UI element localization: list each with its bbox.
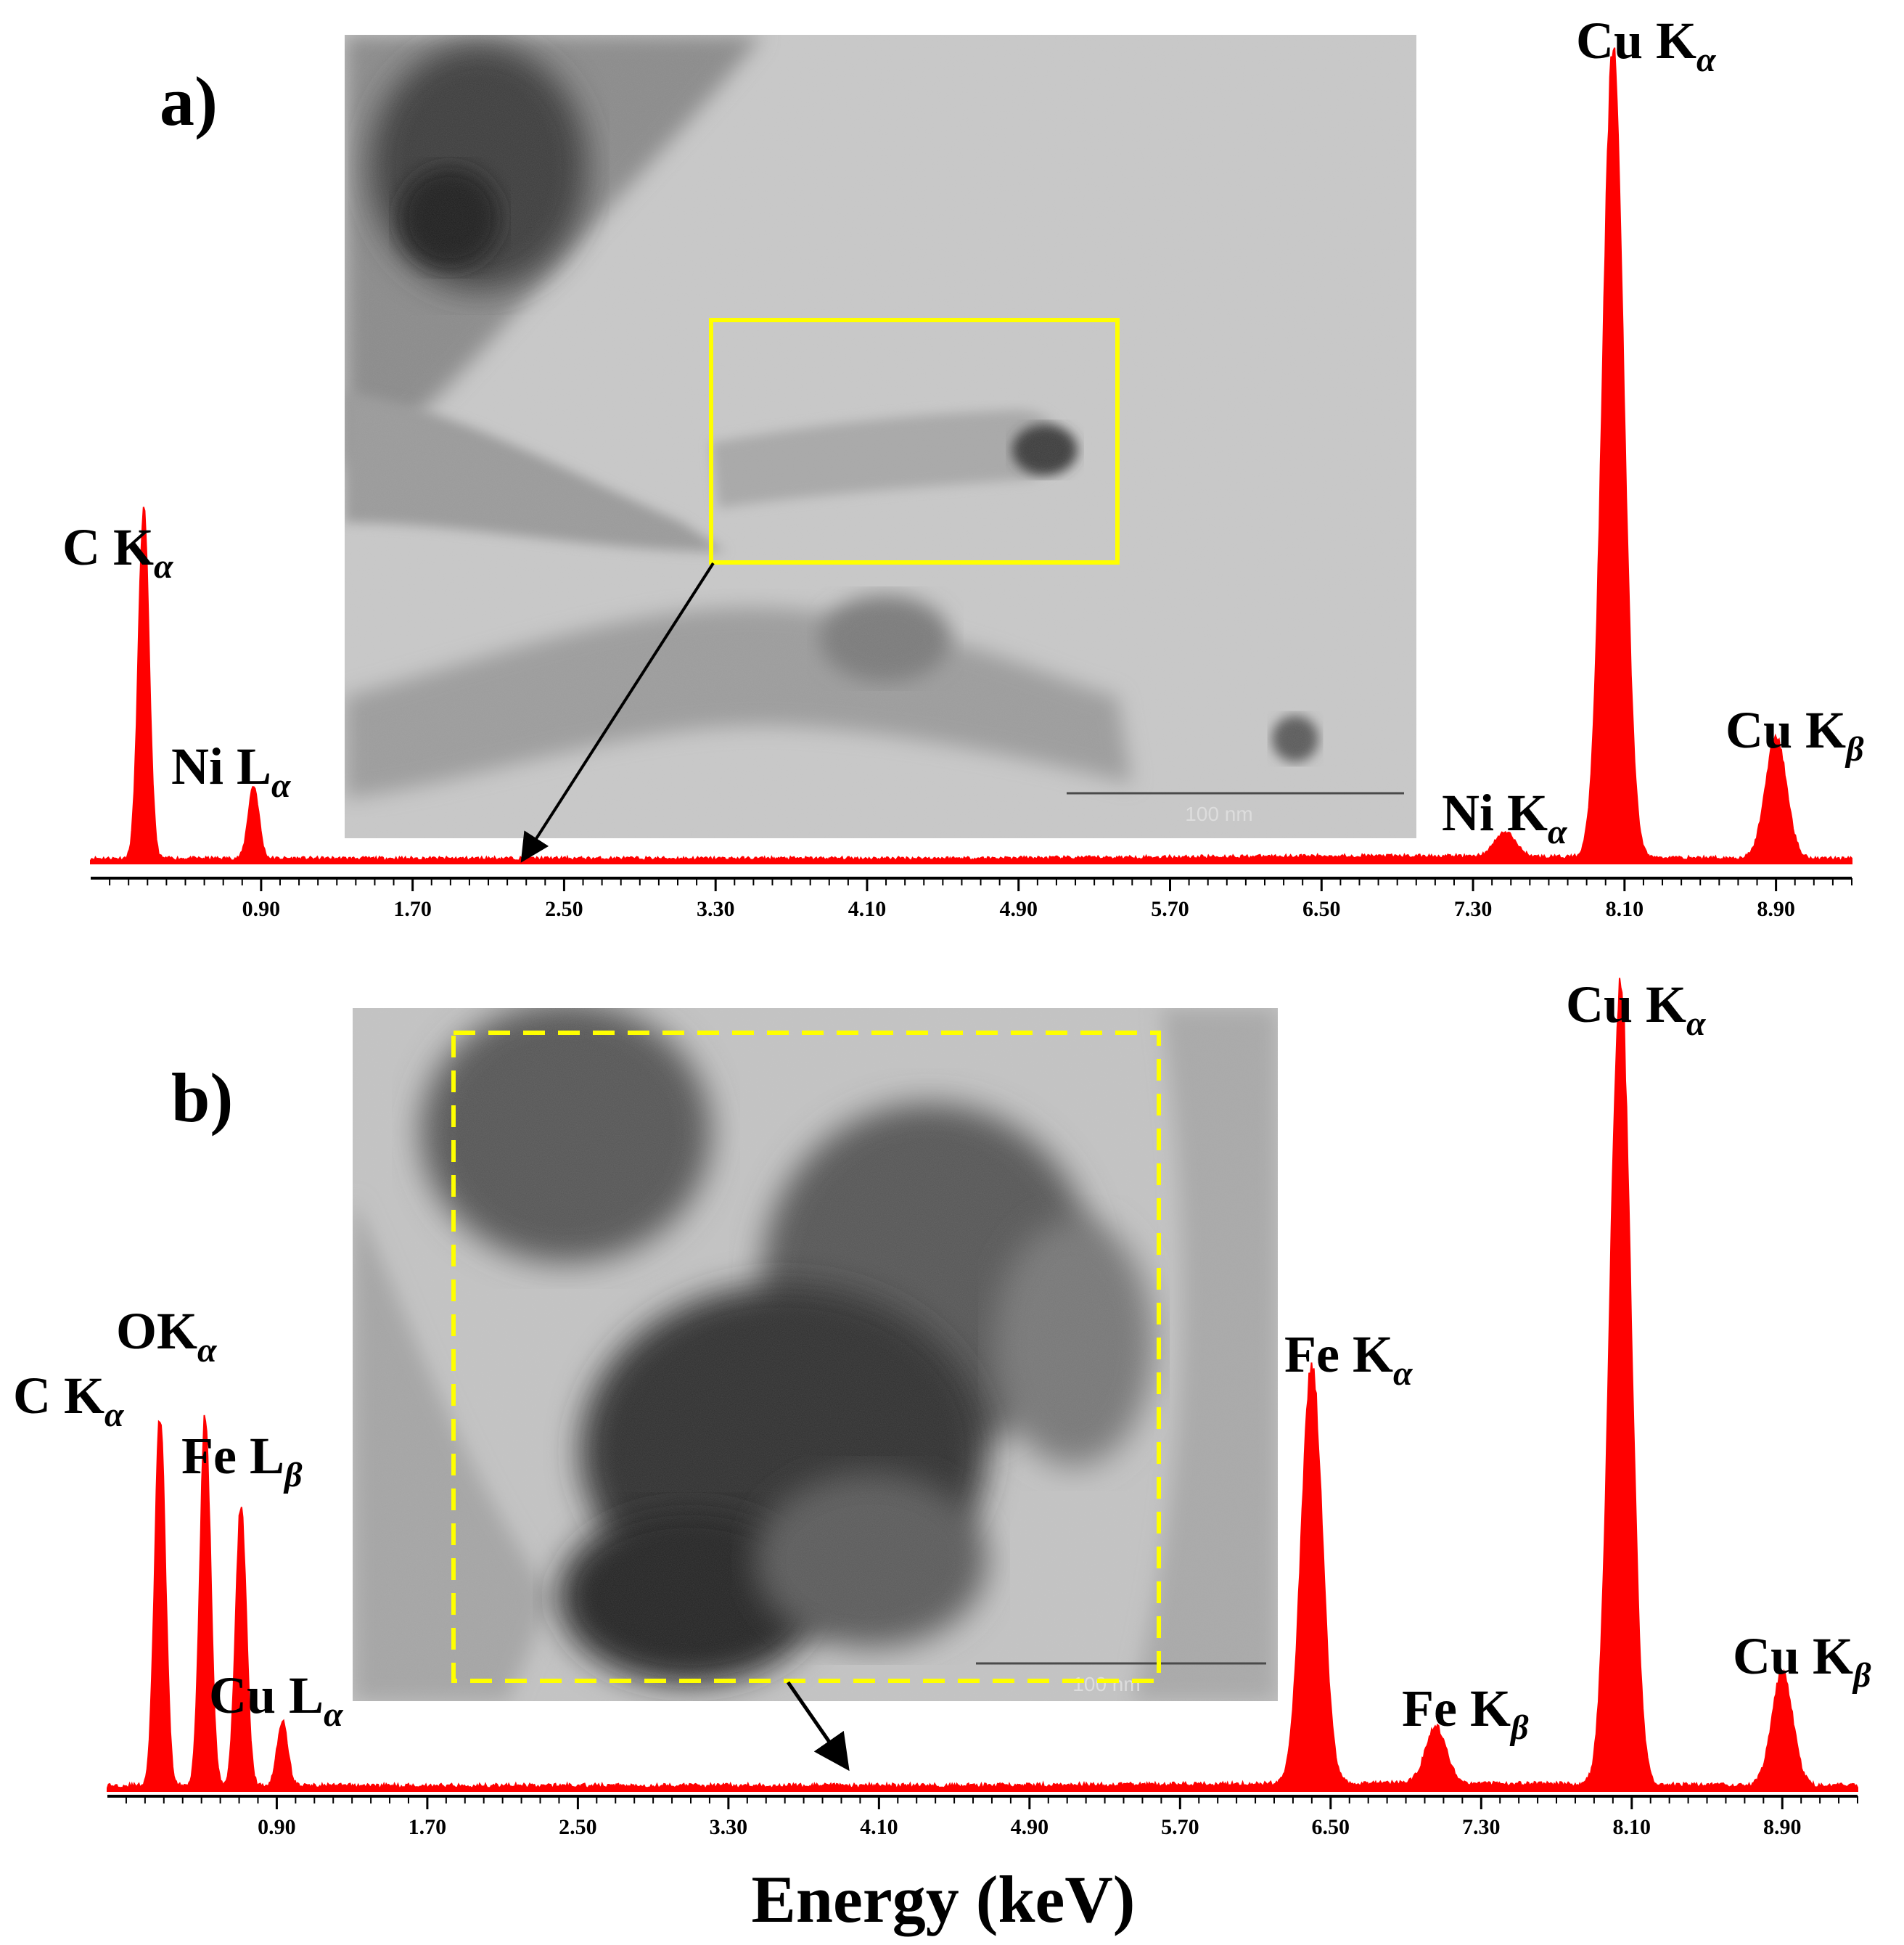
selection-box-b bbox=[451, 1031, 1161, 1683]
x-tick-label: 6.50 bbox=[1312, 1815, 1350, 1839]
x-tick-label: 6.50 bbox=[1302, 897, 1341, 921]
selection-box-a bbox=[709, 318, 1120, 565]
x-tick-label: 1.70 bbox=[393, 897, 432, 921]
x-tick-label: 0.90 bbox=[258, 1815, 296, 1839]
x-ticks-b bbox=[125, 1796, 1858, 1809]
x-ticks-a bbox=[109, 878, 1852, 891]
tem-inset-b: 100 nm bbox=[353, 1008, 1278, 1701]
spectrum-b-trace bbox=[107, 978, 1858, 1792]
panel-b: 0.90 1.70 2.50 3.30 4.10 4.90 5.70 6.50 7.30 8.10… bbox=[13, 975, 1871, 1936]
peak-label-b-o-ka: OKα bbox=[116, 1302, 218, 1369]
x-tick-labels-a: 0.90 1.70 2.50 3.30 4.10 4.90 5.70 6.50 7.30 8.10… bbox=[242, 897, 1795, 921]
scale-bar-label-b: 100 nm bbox=[1072, 1673, 1140, 1695]
x-tick-label: 1.70 bbox=[409, 1815, 447, 1839]
x-tick-labels-b: 0.90 1.70 2.50 3.30 4.10 4.90 5.70 6.50 7.30 8.10… bbox=[258, 1815, 1801, 1839]
peak-label-b-fe-ka: Fe Kα bbox=[1284, 1325, 1413, 1393]
x-axis-title: Energy (keV) bbox=[752, 1862, 1136, 1936]
x-tick-label: 8.90 bbox=[1757, 897, 1795, 921]
peak-label-b-fe-kb: Fe Kβ bbox=[1402, 1679, 1529, 1747]
x-tick-label: 8.10 bbox=[1613, 1815, 1651, 1839]
peak-label-b-c-ka: C Kα bbox=[13, 1367, 125, 1434]
peak-label-a-ni-ka: Ni Kα bbox=[1442, 784, 1568, 851]
arrow-b bbox=[786, 1681, 850, 1772]
x-tick-label: 0.90 bbox=[242, 897, 281, 921]
peak-label-b-fe-lb: Fe Lβ bbox=[181, 1427, 303, 1494]
panel-letter-b: b) bbox=[171, 1059, 233, 1137]
panel-a: 0.90 1.70 2.50 3.30 4.10 4.90 5.70 6.50 7.30 8.10… bbox=[62, 12, 1864, 921]
panel-letter-a: a) bbox=[160, 62, 218, 140]
x-tick-label: 8.90 bbox=[1763, 1815, 1802, 1839]
x-tick-label: 3.30 bbox=[697, 897, 735, 921]
peak-label-b-cu-kb: Cu Kβ bbox=[1733, 1627, 1871, 1695]
x-tick-label: 4.10 bbox=[860, 1815, 898, 1839]
x-tick-label: 7.30 bbox=[1454, 897, 1493, 921]
x-tick-label: 5.70 bbox=[1161, 1815, 1199, 1839]
x-tick-label: 3.30 bbox=[710, 1815, 748, 1839]
peak-label-b-cu-ka: Cu Kα bbox=[1566, 975, 1707, 1043]
x-tick-label: 5.70 bbox=[1151, 897, 1189, 921]
arrow-a bbox=[520, 562, 715, 863]
peak-label-a-cu-kb: Cu Kβ bbox=[1726, 701, 1864, 769]
x-tick-label: 2.50 bbox=[545, 897, 583, 921]
peak-label-a-ni-la: Ni Lα bbox=[171, 737, 292, 805]
x-tick-label: 2.50 bbox=[559, 1815, 597, 1839]
x-tick-label: 4.90 bbox=[1011, 1815, 1049, 1839]
x-tick-label: 4.90 bbox=[999, 897, 1038, 921]
peak-label-a-c-ka: C Kα bbox=[62, 518, 174, 586]
scale-bar-label-a: 100 nm bbox=[1185, 803, 1252, 825]
x-tick-label: 4.10 bbox=[848, 897, 887, 921]
x-tick-label: 7.30 bbox=[1462, 1815, 1501, 1839]
x-tick-label: 8.10 bbox=[1606, 897, 1644, 921]
tem-inset-a: 100 nm bbox=[345, 35, 1416, 838]
peak-label-a-cu-ka: Cu Kα bbox=[1576, 12, 1717, 79]
peak-label-b-cu-la: Cu Lα bbox=[209, 1666, 344, 1734]
spectrum-a-trace bbox=[90, 47, 1852, 864]
